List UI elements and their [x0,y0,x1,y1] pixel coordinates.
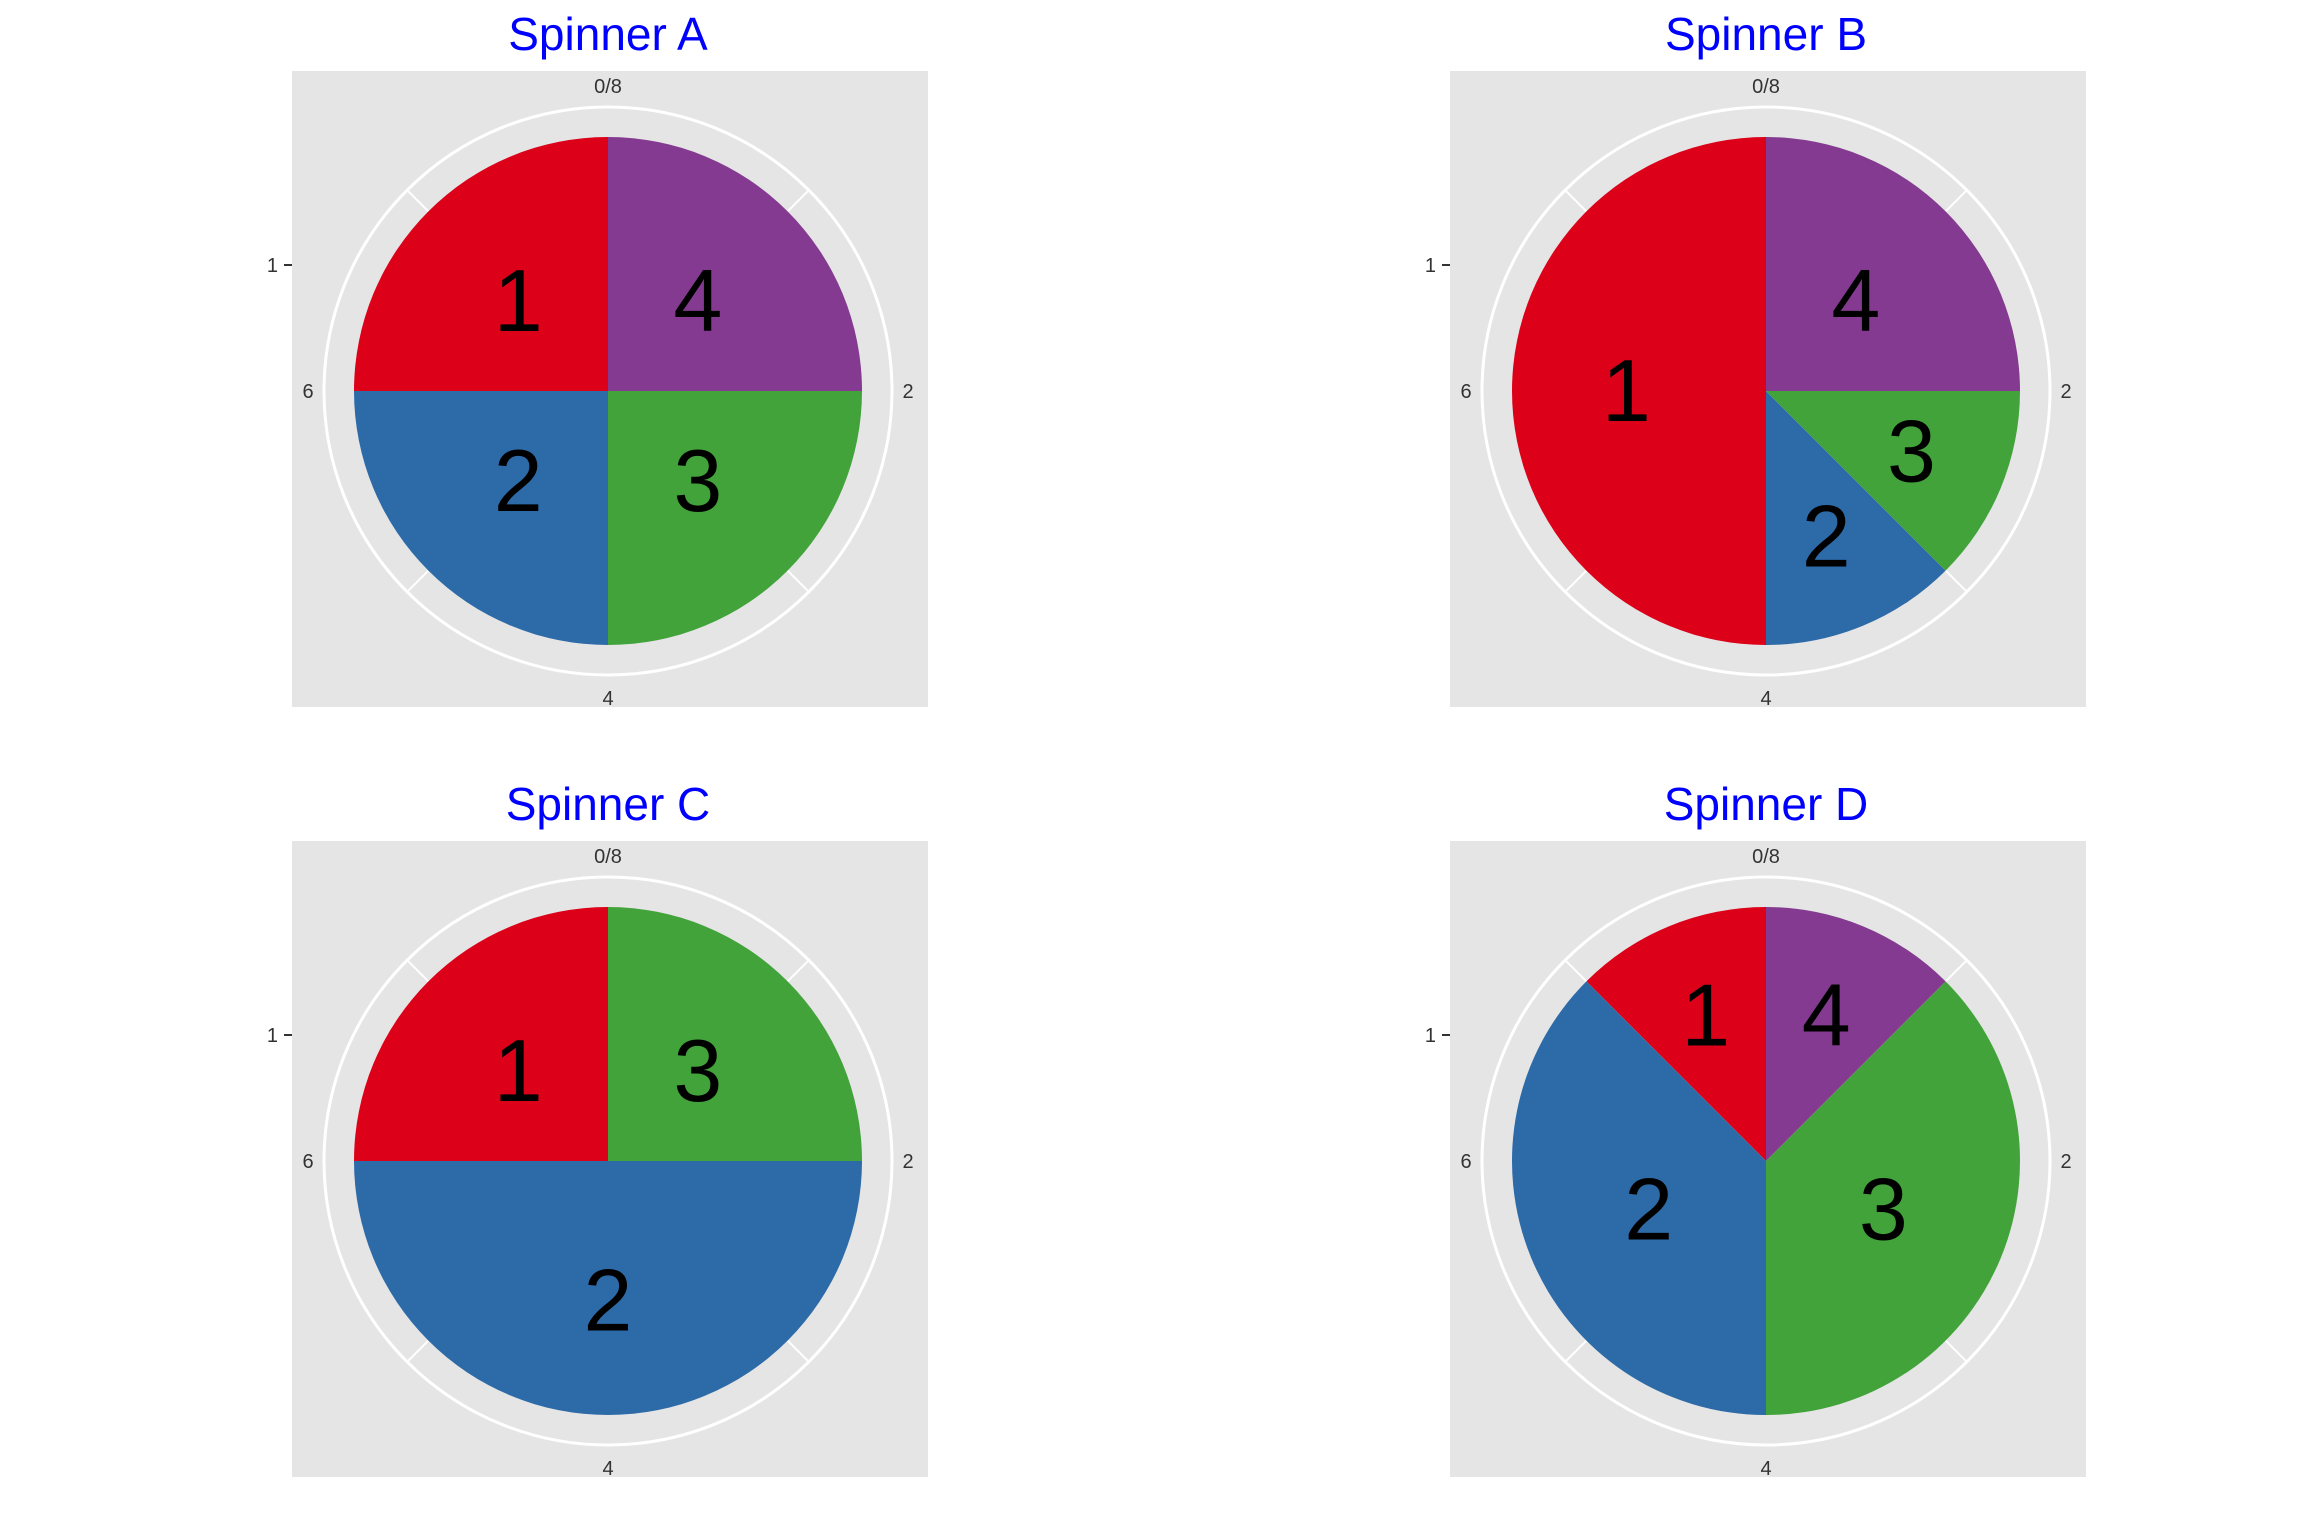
grid-circle [1480,875,2052,1447]
theta-tick-label: 6 [1460,381,1471,403]
slice-label: 3 [1859,1160,1908,1259]
slice-label: 3 [673,1021,722,1120]
slice-label: 2 [1624,1160,1673,1259]
slice-3 [608,907,862,1161]
slice-label: 4 [1802,966,1851,1065]
slice-label: 4 [1831,251,1880,350]
grid-circle [322,875,894,1447]
r-tick-label: 1 [1425,255,1436,277]
slice-1 [1586,907,1766,1161]
slice-1 [354,137,608,391]
theta-tick-label: 6 [302,381,313,403]
slice-label: 2 [584,1251,633,1350]
theta-tick-label: 4 [1760,1458,1771,1480]
spinner-panel-a: Spinner A 1 2 3 4 0/8 2 4 6 1 [267,8,928,710]
slice-label: 1 [1602,341,1651,440]
theta-tick-label: 6 [1460,1151,1471,1173]
slice-2 [354,391,608,645]
slice-1 [354,907,608,1161]
slice-4 [608,137,862,391]
r-tick-label: 1 [267,1025,278,1047]
panel-title: Spinner C [506,778,711,830]
slice-2 [354,1161,862,1415]
theta-tick-label: 2 [2060,381,2071,403]
grid-circle [1480,105,2052,677]
theta-tick-label: 0/8 [594,76,622,98]
slice-label: 3 [1887,401,1936,500]
theta-tick-label: 4 [1760,688,1771,710]
theta-tick-label: 2 [2060,1151,2071,1173]
slice-label: 4 [673,251,722,350]
slice-label: 1 [1681,966,1730,1065]
theta-tick-label: 0/8 [1752,846,1780,868]
spinner-panel-c: Spinner C 1 2 3 0/8 2 4 6 1 [267,778,928,1480]
panel-title: Spinner D [1664,778,1869,830]
r-tick-label: 1 [267,255,278,277]
theta-tick-label: 2 [902,1151,913,1173]
theta-tick-label: 6 [302,1151,313,1173]
slice-label: 1 [494,1021,543,1120]
slice-label: 2 [494,431,543,530]
slice-4 [1766,137,2020,391]
panel-title: Spinner A [508,8,708,60]
theta-tick-label: 0/8 [594,846,622,868]
slice-label: 2 [1802,486,1851,585]
theta-tick-label: 4 [602,1458,613,1480]
panel-title: Spinner B [1665,8,1867,60]
slice-1 [1512,137,1766,645]
slice-4 [1766,907,1946,1161]
slice-3 [608,391,862,645]
slice-3 [1766,391,2020,571]
theta-tick-label: 4 [602,688,613,710]
grid-circle [322,105,894,677]
slice-label: 1 [494,251,543,350]
slice-label: 3 [673,431,722,530]
slice-3 [1766,981,2020,1415]
r-tick-label: 1 [1425,1025,1436,1047]
slice-2 [1512,981,1766,1415]
theta-tick-label: 0/8 [1752,76,1780,98]
theta-tick-label: 2 [902,381,913,403]
slice-2 [1766,391,1946,645]
